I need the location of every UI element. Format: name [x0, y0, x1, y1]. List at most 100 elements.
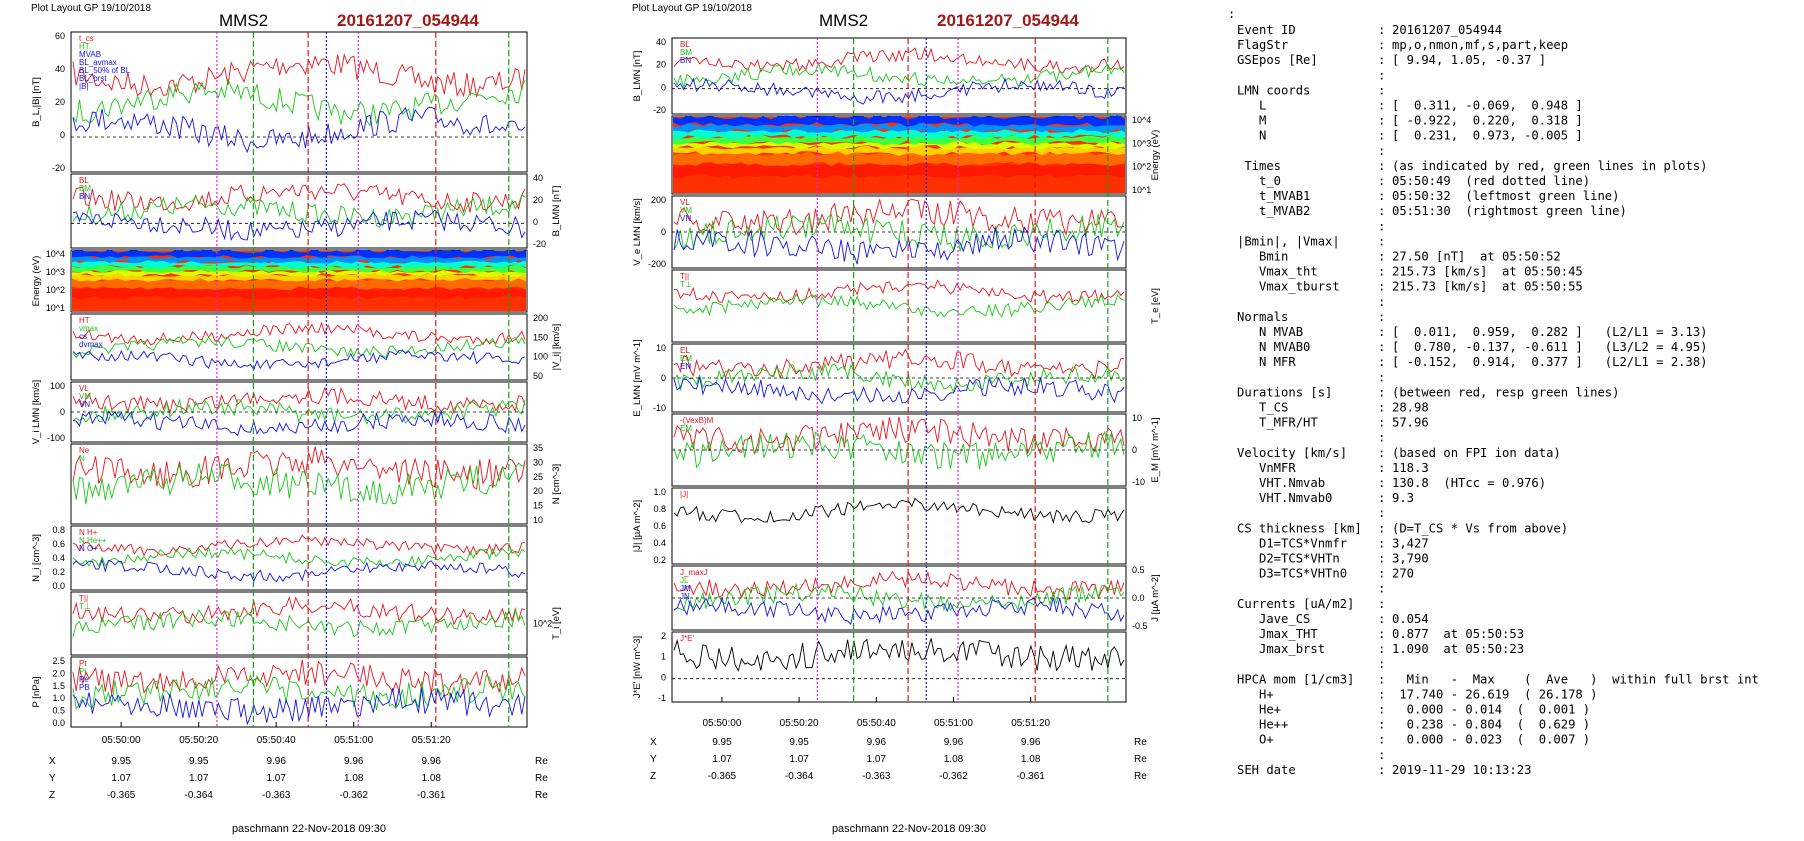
legend-label: JL	[680, 576, 689, 585]
data-trace	[673, 570, 1125, 600]
info-value: 28.98	[1392, 401, 1429, 415]
tick-label: 0.0	[1132, 593, 1145, 603]
panel-frame	[671, 37, 1127, 115]
legend-label: VL	[79, 384, 89, 393]
coord-value: -0.363	[262, 790, 291, 801]
legend-label: Ne	[79, 446, 90, 455]
tick-label: -1	[658, 693, 666, 703]
info-key: t_0	[1237, 174, 1281, 188]
data-trace	[673, 293, 1125, 318]
axis-label: E_LMN [mV m^-1]	[632, 339, 643, 416]
coord-row-label: X	[650, 737, 657, 748]
legend-label: |J|	[680, 490, 688, 499]
info-colon: :	[1378, 325, 1385, 339]
coord-value: 9.96	[867, 737, 887, 748]
coord-unit: Re	[535, 790, 548, 801]
data-trace	[673, 497, 1125, 525]
tick-label: 60	[55, 31, 65, 41]
tick-label: 0	[1132, 445, 1137, 455]
legend-label: t_cs	[79, 34, 94, 43]
info-colon: :	[1378, 370, 1385, 384]
info-key: T_CS	[1237, 401, 1288, 415]
info-colon: :	[1378, 567, 1385, 581]
tick-label: -10	[1132, 477, 1145, 487]
tick-label: 10^2	[1132, 162, 1151, 172]
panel-frame	[70, 249, 528, 313]
coord-value: 1.07	[712, 754, 732, 765]
legend-label: HT	[79, 316, 90, 325]
coord-value: 9.95	[789, 737, 809, 748]
axis-label: J*E' [nW m^-3]	[632, 636, 643, 698]
info-colon: :	[1378, 416, 1385, 430]
tick-label: 20	[656, 60, 666, 70]
tick-label: 0	[661, 227, 666, 237]
data-trace	[673, 430, 1125, 470]
data-trace	[673, 279, 1125, 305]
coord-value: 1.07	[266, 773, 286, 784]
info-colon: :	[1378, 53, 1385, 67]
info-colon: :	[1378, 355, 1385, 369]
tick-label: 10^2	[46, 285, 65, 295]
tick-label: 1.0	[653, 487, 666, 497]
info-value: 3,790	[1392, 552, 1429, 566]
axis-label: T_e [eV]	[1150, 288, 1161, 324]
info-value: (between red, resp green lines)	[1392, 385, 1619, 399]
data-trace	[72, 462, 525, 505]
data-trace	[72, 659, 526, 697]
data-trace	[673, 61, 1125, 90]
data-trace	[72, 534, 526, 557]
axis-label: B_L,|B| [nT]	[31, 77, 42, 127]
info-value: 0.877 at 05:50:53	[1392, 627, 1524, 641]
legend-label: EM	[680, 424, 692, 433]
info-colon: :	[1378, 703, 1385, 717]
info-key: VHT.Nmvab	[1237, 476, 1325, 490]
coord-value: -0.361	[417, 790, 446, 801]
data-trace	[673, 376, 1125, 405]
coord-row-label: Z	[650, 771, 656, 782]
axis-label: Energy (eV)	[1150, 130, 1161, 181]
info-colon: :	[1378, 114, 1385, 128]
right-plot: Plot Layout GP 19/10/2018 MMS2 20161207_05…	[632, 3, 1161, 835]
spectrogram-band	[673, 115, 1125, 127]
legend-label: T⊥	[680, 280, 692, 289]
coord-value: 1.07	[189, 773, 209, 784]
tick-label: 0.6	[52, 539, 65, 549]
info-key: Velocity [km/s]	[1237, 446, 1347, 460]
time-tick-label: 05:50:20	[780, 718, 819, 729]
time-tick-label: 05:51:00	[934, 718, 973, 729]
data-trace	[673, 226, 1125, 265]
info-value: [ -0.922, 0.220, 0.318 ]	[1392, 114, 1583, 128]
info-colon: :	[1378, 491, 1385, 505]
info-value: (as indicated by red, green lines in plo…	[1392, 159, 1708, 173]
data-trace	[72, 349, 526, 371]
info-key: T_MFR/HT	[1237, 416, 1318, 430]
info-colon: :	[1378, 250, 1385, 264]
tick-label: -10	[653, 403, 666, 413]
info-key: D3=TCS*VHTn0	[1237, 567, 1347, 581]
time-tick-label: 05:51:00	[334, 735, 373, 746]
legend-label: BL_avmax	[79, 58, 117, 67]
spectrogram-band	[72, 278, 526, 290]
info-key: O+	[1237, 733, 1274, 747]
legend-label: T||	[79, 594, 88, 603]
info-colon: :	[1378, 129, 1385, 143]
info-value: 215.73 [km/s] at 05:50:45	[1392, 265, 1583, 279]
data-trace	[72, 194, 526, 228]
tick-label: 10^1	[46, 303, 65, 313]
tick-label: 2.5	[52, 656, 65, 666]
tick-label: 200	[651, 195, 666, 205]
data-trace	[72, 687, 526, 726]
tick-label: 10	[533, 515, 543, 525]
panel-frame	[671, 487, 1127, 565]
time-tick-label: 05:51:20	[1011, 718, 1050, 729]
axis-label: P [nPa]	[31, 677, 42, 708]
info-value: 57.96	[1392, 416, 1429, 430]
panel-frame	[671, 631, 1127, 703]
coord-unit: Re	[535, 756, 548, 767]
info-value: [ 0.311, -0.069, 0.948 ]	[1392, 99, 1583, 113]
info-key: D1=TCS*Vnmfr	[1237, 536, 1347, 550]
legend-label: BL	[680, 40, 690, 49]
info-colon: :	[1378, 265, 1385, 279]
